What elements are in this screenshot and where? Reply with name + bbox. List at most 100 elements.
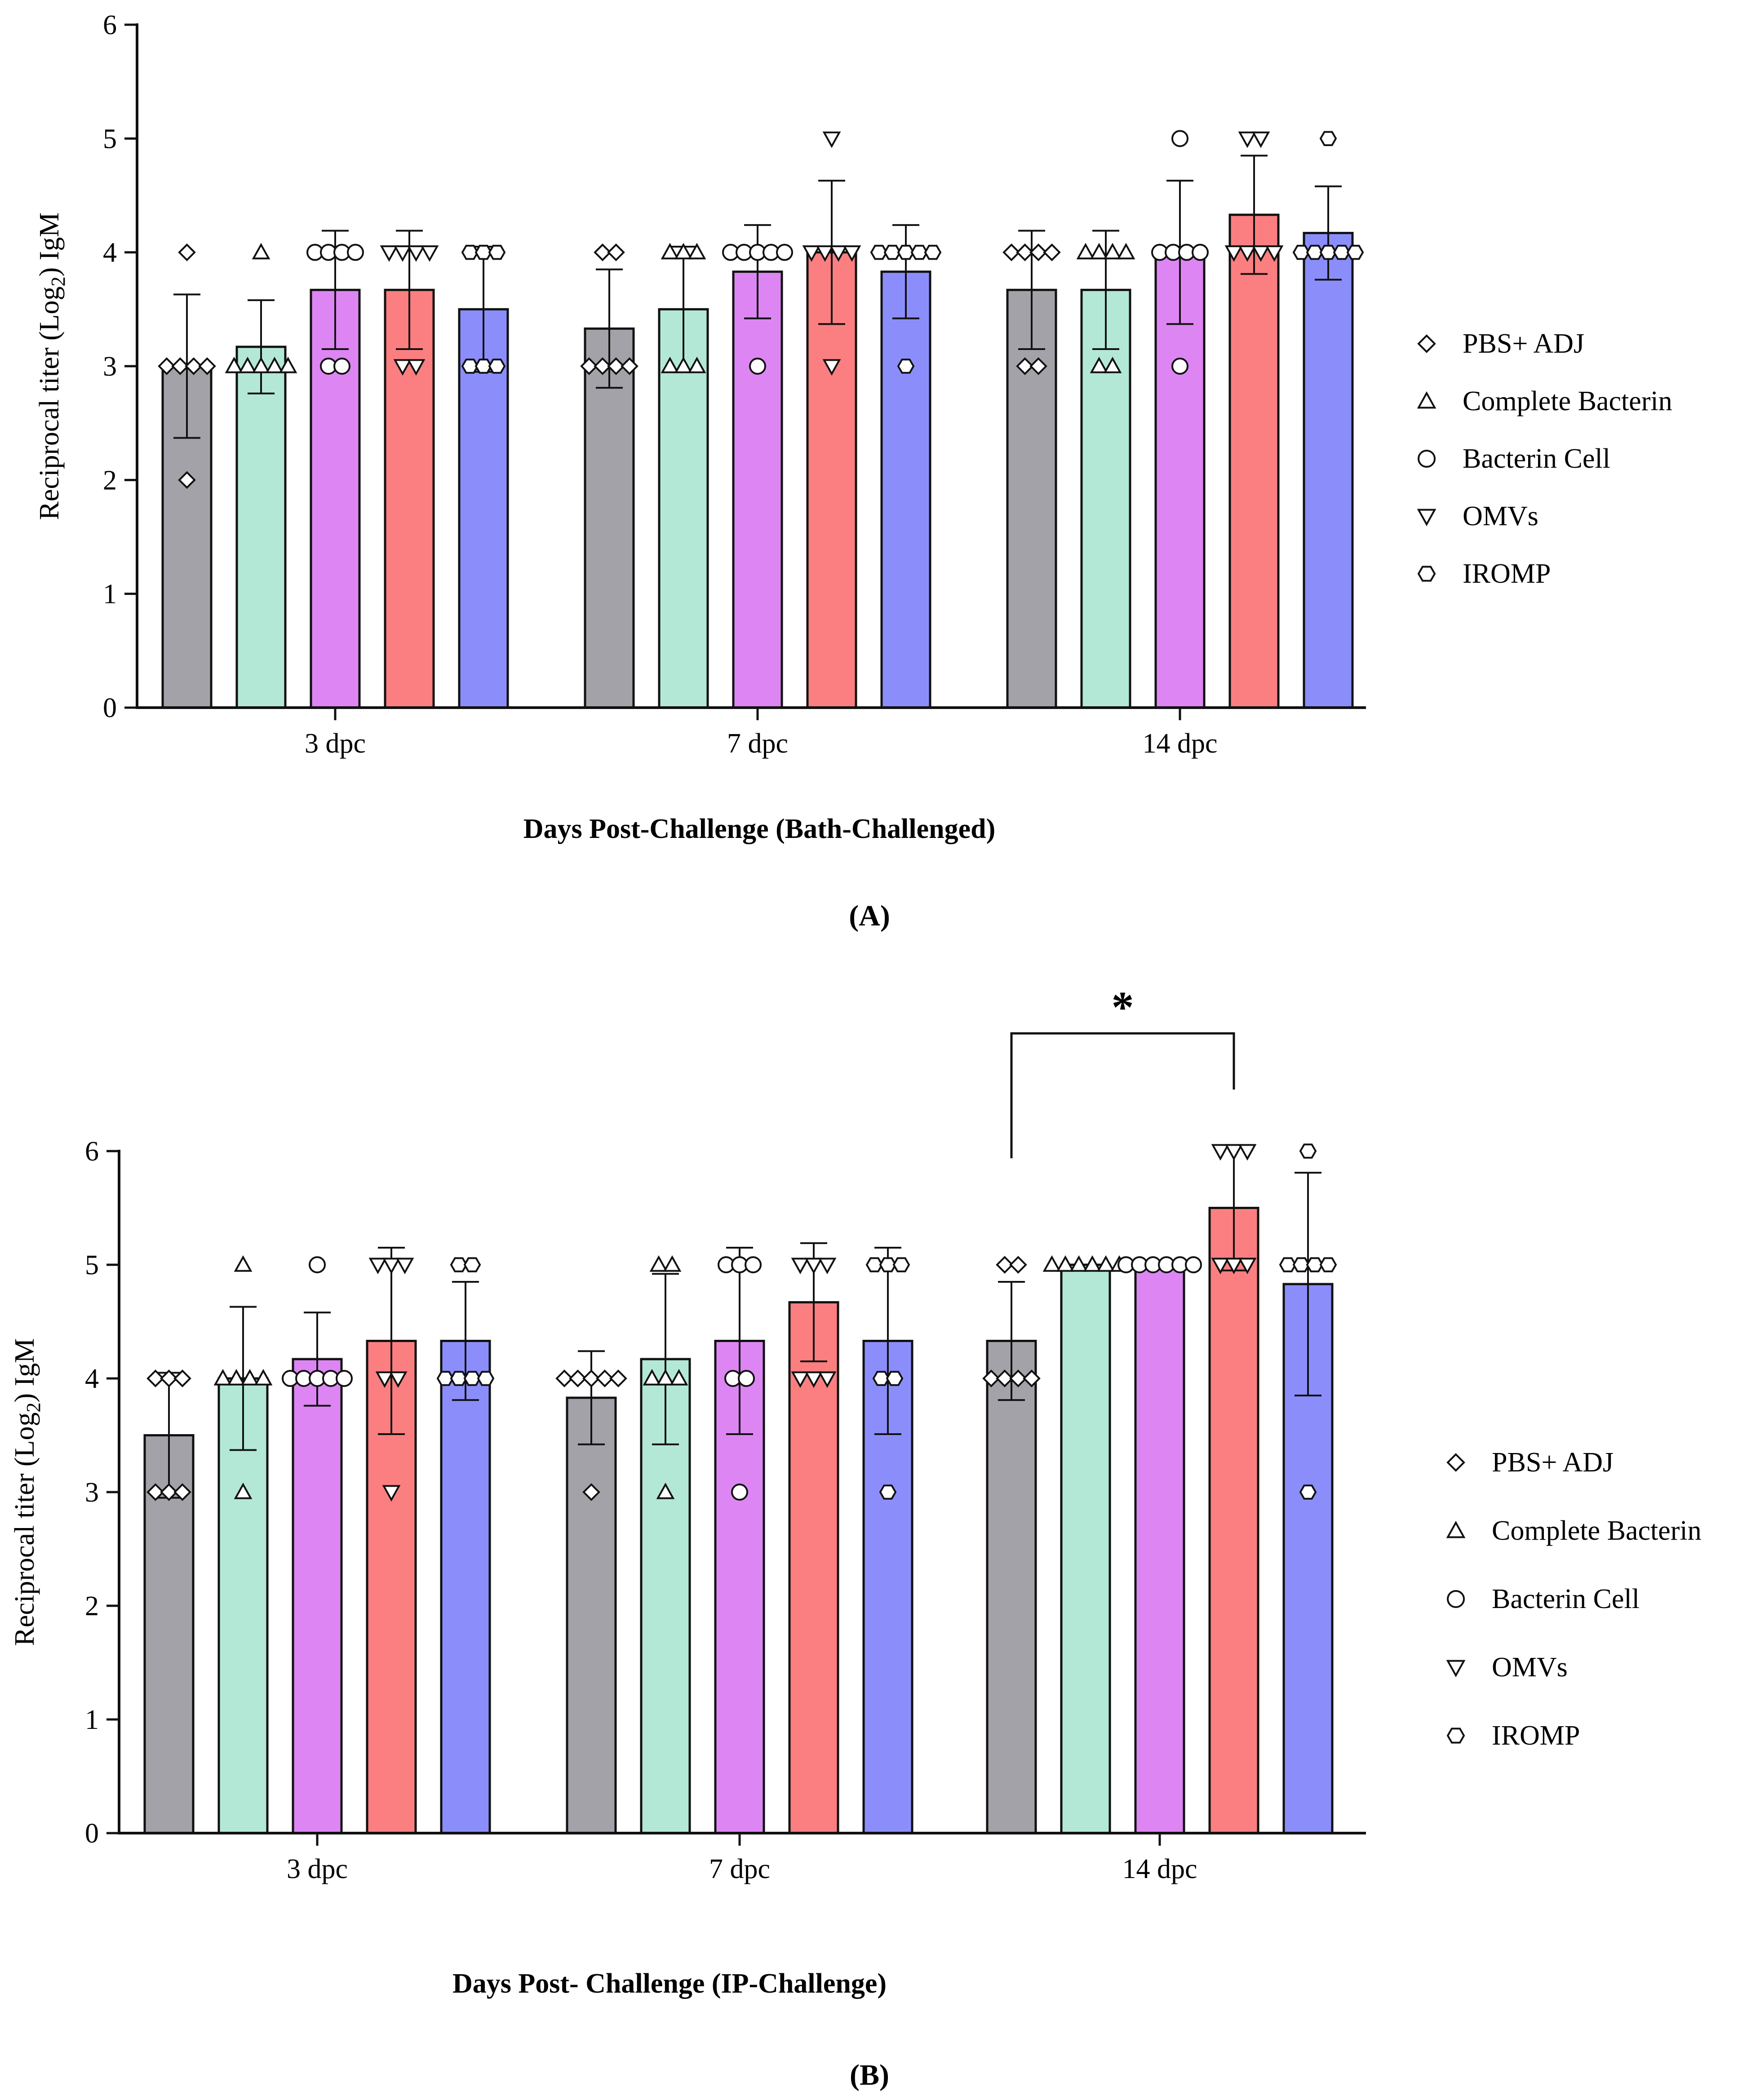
data-point [1023, 1369, 1041, 1387]
y-axis-title: Reciprocal titer (Log2) IgM [9, 1338, 44, 1646]
data-point [173, 1369, 191, 1387]
data-point [674, 243, 693, 260]
data-point [1069, 1255, 1088, 1272]
data-point [776, 244, 793, 261]
data-point [1279, 1257, 1297, 1272]
data-point [1299, 1484, 1317, 1500]
data-point [1292, 244, 1310, 260]
legend-label: OMVs [1492, 1652, 1568, 1683]
data-point [254, 1369, 273, 1386]
data-point [621, 357, 638, 375]
data-point [146, 1483, 164, 1501]
data-point [1016, 357, 1034, 375]
data-point [1211, 1258, 1230, 1275]
panel-label: (A) [849, 899, 890, 932]
y-tick-label: 6 [103, 10, 117, 40]
y-tick-label: 5 [103, 124, 117, 154]
data-point [865, 1257, 883, 1272]
data-point [596, 1369, 614, 1387]
data-point [1171, 130, 1188, 147]
data-point [580, 357, 598, 375]
data-point [407, 359, 426, 376]
data-point [822, 131, 841, 148]
data-point [252, 356, 270, 373]
data-point [382, 1258, 401, 1275]
data-point [555, 1369, 573, 1387]
data-point [582, 1483, 600, 1501]
data-point [1333, 244, 1351, 260]
data-point [897, 359, 915, 374]
data-point [818, 1371, 837, 1388]
data-point [1083, 1255, 1102, 1272]
data-point [1211, 1144, 1230, 1161]
data-point [879, 1484, 897, 1500]
data-point [1171, 358, 1188, 375]
x-axis-title: Days Post-Challenge (Bath-Challenged) [523, 814, 996, 844]
data-point [1306, 1257, 1324, 1272]
data-point [1042, 1255, 1061, 1272]
data-point [749, 358, 766, 375]
bar-pbs-adj-14-dpc [1006, 288, 1057, 709]
data-point [1299, 1143, 1317, 1159]
data-point [1265, 245, 1284, 262]
data-point [687, 356, 706, 373]
data-point [1096, 1255, 1115, 1272]
data-point [450, 1257, 468, 1272]
data-point [213, 1369, 232, 1386]
data-point [336, 1370, 353, 1387]
legend-marker [1418, 450, 1436, 468]
data-point [670, 1369, 688, 1386]
data-point [461, 244, 479, 260]
data-point [663, 1255, 682, 1272]
significance-bracket [1010, 1032, 1235, 1158]
data-point [656, 1369, 675, 1386]
data-point [1043, 243, 1061, 261]
y-tick-label: 2 [85, 1591, 99, 1622]
data-point [1002, 243, 1020, 261]
legend-marker [1417, 391, 1437, 409]
panel-a-chart: 0 1 2 3 4 5 6 3 dpc 7 dpc 14 dpc Reciprocal titer … [34, 10, 1672, 932]
data-point [1103, 243, 1122, 260]
bar-omvs-3-dpc [384, 288, 435, 709]
data-point [1224, 1258, 1243, 1275]
data-point [1090, 243, 1109, 260]
data-point [609, 1369, 627, 1387]
data-point [185, 357, 203, 375]
data-point [436, 1371, 454, 1386]
data-point [225, 356, 244, 373]
data-point [879, 1257, 897, 1272]
legend-marker [1447, 1590, 1465, 1608]
bar-pbs-adj-7-dpc [584, 327, 635, 709]
data-point [661, 243, 679, 260]
data-point [393, 359, 412, 376]
x-category-label: 3 dpc [287, 1854, 348, 1884]
data-point [463, 1257, 481, 1272]
data-point [227, 1369, 246, 1386]
data-point [1346, 244, 1364, 260]
bar-iromp-3-dpc [440, 1340, 491, 1834]
data-point [160, 1483, 178, 1501]
bar-iromp-3-dpc [458, 308, 509, 709]
data-point [347, 244, 364, 261]
data-point [1185, 1256, 1202, 1273]
bar-omvs-14-dpc [1228, 213, 1280, 709]
data-point [265, 356, 284, 373]
data-point [1224, 1144, 1243, 1161]
data-point [791, 1371, 810, 1388]
legend-label: OMVs [1463, 501, 1539, 532]
data-point [804, 1258, 823, 1275]
data-point [1238, 131, 1257, 148]
data-point [791, 1258, 810, 1275]
data-point [1192, 244, 1209, 261]
data-point [1238, 245, 1257, 262]
data-point [829, 245, 848, 262]
bar-complete-bacterin-3-dpc [217, 1377, 269, 1834]
data-point [924, 244, 942, 260]
bar-complete-bacterin-14-dpc [1080, 288, 1131, 709]
data-point [649, 1255, 668, 1272]
data-point [1251, 245, 1270, 262]
data-point [382, 1485, 401, 1502]
data-point [198, 357, 216, 375]
bar-iromp-7-dpc [880, 270, 931, 709]
